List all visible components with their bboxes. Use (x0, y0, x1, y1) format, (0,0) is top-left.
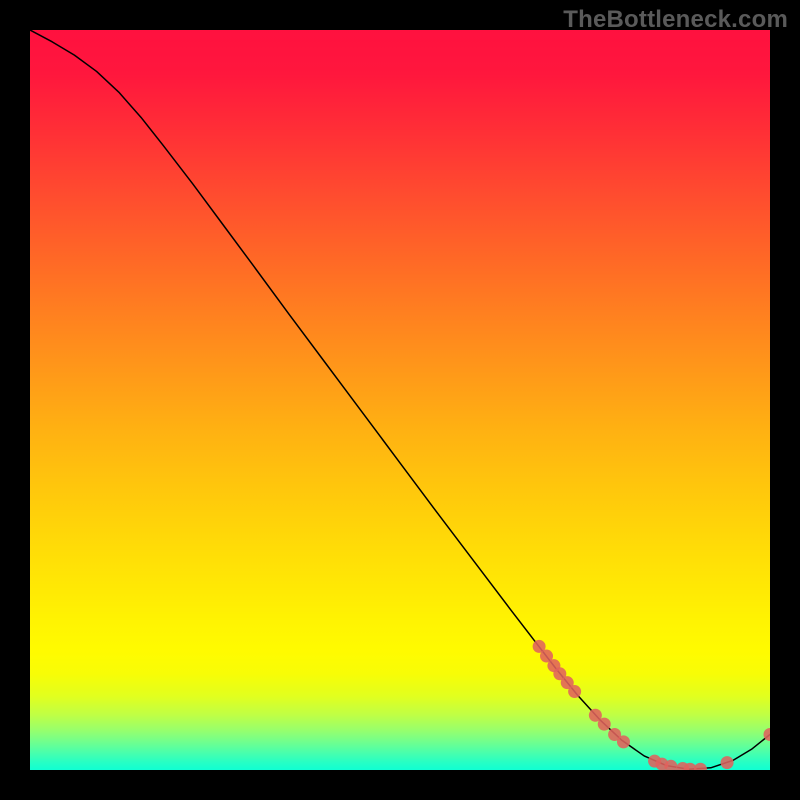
data-marker (568, 685, 581, 698)
data-marker (617, 735, 630, 748)
data-marker (721, 756, 734, 769)
plot-area (30, 30, 770, 770)
chart-container: TheBottleneck.com (0, 0, 800, 800)
plot-svg (30, 30, 770, 770)
data-marker (598, 718, 611, 731)
gradient-background (30, 30, 770, 770)
